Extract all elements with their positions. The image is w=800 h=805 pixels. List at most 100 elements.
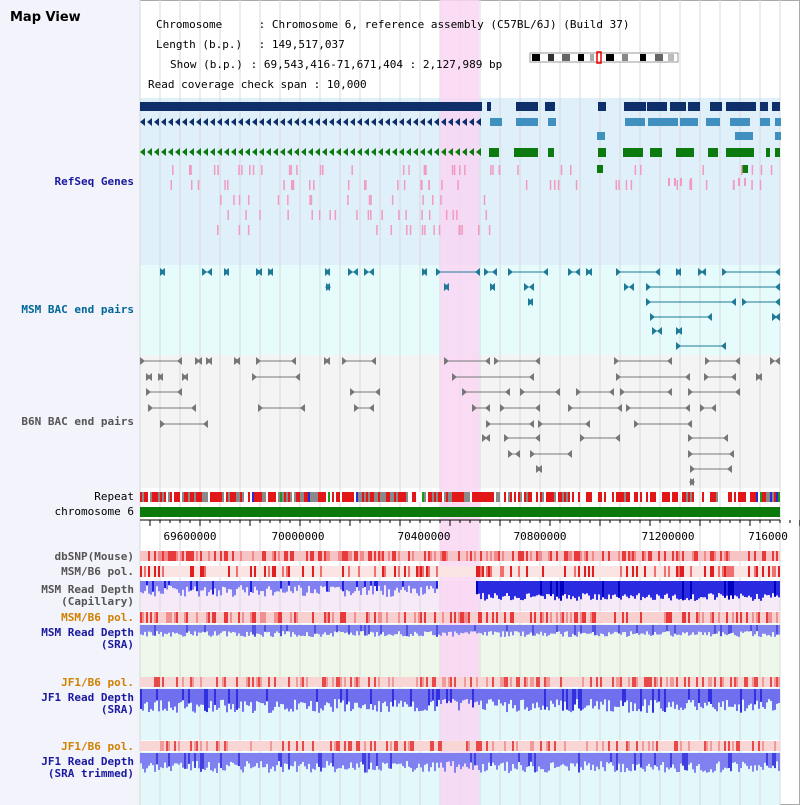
heat-cell — [478, 566, 480, 577]
track-label-dbsnp[interactable]: dbSNP(Mouse) — [54, 550, 134, 563]
heat-cell — [424, 677, 426, 687]
track-label-b6n-bac-end-pairs[interactable]: B6N BAC end pairs — [21, 415, 134, 428]
depth-bar — [370, 625, 372, 632]
track-label-msm-bac-end-pairs[interactable]: MSM BAC end pairs — [21, 303, 134, 316]
depth-bar — [504, 753, 506, 771]
gene-tick — [751, 180, 753, 190]
depth-bar — [250, 625, 252, 633]
heat-cell — [430, 741, 432, 751]
depth-bar — [438, 689, 440, 700]
depth-bar — [414, 625, 416, 632]
heat-cell — [438, 677, 440, 687]
depth-bar — [428, 625, 430, 633]
repeat-feature — [226, 492, 228, 502]
track-label-msm-b6-pol-2[interactable]: MSM/B6 pol. — [61, 611, 134, 624]
repeat-feature — [192, 492, 194, 502]
depth-bar — [314, 581, 316, 590]
track-label-jf1-b6-pol-1[interactable]: JF1/B6 pol. — [61, 676, 134, 689]
heat-cell — [370, 741, 372, 751]
heat-cell — [408, 677, 410, 687]
depth-bar — [530, 689, 532, 710]
heat-cell — [428, 551, 430, 561]
depth-bar — [508, 625, 510, 637]
depth-bar — [142, 625, 144, 636]
heat-cell — [460, 741, 462, 751]
track-label-msm-b6-pol-1[interactable]: MSM/B6 pol. — [61, 565, 134, 578]
depth-bar — [148, 689, 150, 712]
heat-cell — [612, 741, 614, 751]
depth-bar — [268, 753, 270, 773]
heat-cell — [398, 566, 400, 577]
depth-bar — [406, 689, 408, 705]
track-label-refseq-genes[interactable]: RefSeq Genes — [54, 175, 134, 188]
heat-cell — [230, 551, 232, 561]
coverage-span-key: Read coverage check span — [148, 78, 307, 91]
track-label-jf1-b6-pol-2[interactable]: JF1/B6 pol. — [61, 740, 134, 753]
depth-bar — [378, 689, 380, 702]
depth-bar — [258, 753, 260, 768]
track-label-jf1-read-depth-sra[interactable]: JF1 Read Depth (SRA) — [41, 691, 134, 716]
depth-bar — [564, 753, 566, 766]
heat-cell — [384, 741, 386, 751]
gene-feature — [775, 118, 781, 126]
depth-bar — [546, 753, 548, 773]
heat-cell — [402, 612, 404, 623]
heat-cell — [420, 677, 422, 687]
heat-cell — [456, 566, 458, 577]
heat-cell — [624, 551, 626, 561]
depth-bar — [772, 689, 774, 711]
heat-cell — [212, 566, 214, 577]
depth-bar — [768, 689, 770, 700]
gene-arrow — [147, 118, 152, 126]
gene-feature — [676, 148, 694, 157]
heat-cell — [750, 677, 752, 687]
heat-cell — [224, 677, 226, 687]
heat-cell — [186, 566, 188, 577]
depth-bar — [318, 689, 320, 713]
heat-cell — [570, 677, 572, 687]
depth-bar — [354, 689, 356, 703]
heat-cell — [338, 677, 340, 687]
gene-arrow — [455, 118, 460, 126]
depth-bar — [324, 753, 326, 768]
heat-cell — [232, 566, 234, 577]
bac-end-arrow — [650, 313, 655, 321]
depth-bar — [514, 689, 516, 706]
depth-bar — [352, 753, 354, 768]
gene-feature — [708, 148, 718, 157]
heat-cell — [580, 566, 582, 577]
heat-cell — [732, 677, 734, 687]
heat-cell — [348, 741, 350, 751]
depth-bar — [300, 753, 302, 764]
heat-cell — [390, 741, 392, 751]
bac-end-arrow — [325, 357, 330, 365]
bac-end-arrow — [482, 434, 487, 442]
heat-cell — [662, 612, 664, 623]
track-label-repeat[interactable]: Repeat — [94, 490, 134, 503]
track-label-msm-read-depth-sra[interactable]: MSM Read Depth (SRA) — [41, 626, 134, 651]
depth-bar — [408, 753, 410, 767]
heat-cell — [572, 741, 574, 751]
heat-cell — [778, 612, 780, 623]
bac-end-arrow — [775, 313, 780, 321]
heat-cell — [584, 566, 586, 577]
heat-cell — [756, 551, 758, 561]
depth-bar — [330, 581, 332, 587]
depth-bar — [344, 581, 346, 597]
depth-bar — [760, 581, 762, 601]
heat-cell — [476, 741, 478, 751]
bac-end-arrow — [146, 388, 151, 396]
depth-bar — [484, 689, 486, 710]
repeat-feature — [398, 492, 400, 502]
track-label-chromosome[interactable]: chromosome 6 — [54, 505, 134, 518]
repeat-feature — [712, 492, 714, 502]
heat-cell — [344, 677, 346, 687]
bac-end-arrow — [436, 268, 441, 276]
depth-bar — [234, 581, 236, 596]
track-label-jf1-read-depth-trimmed[interactable]: JF1 Read Depth (SRA trimmed) — [41, 755, 134, 780]
depth-bar — [684, 753, 686, 771]
track-label-msm-read-depth-capillary[interactable]: MSM Read Depth (Capillary) — [41, 583, 134, 608]
depth-bar — [180, 689, 182, 703]
heat-cell — [602, 612, 604, 623]
